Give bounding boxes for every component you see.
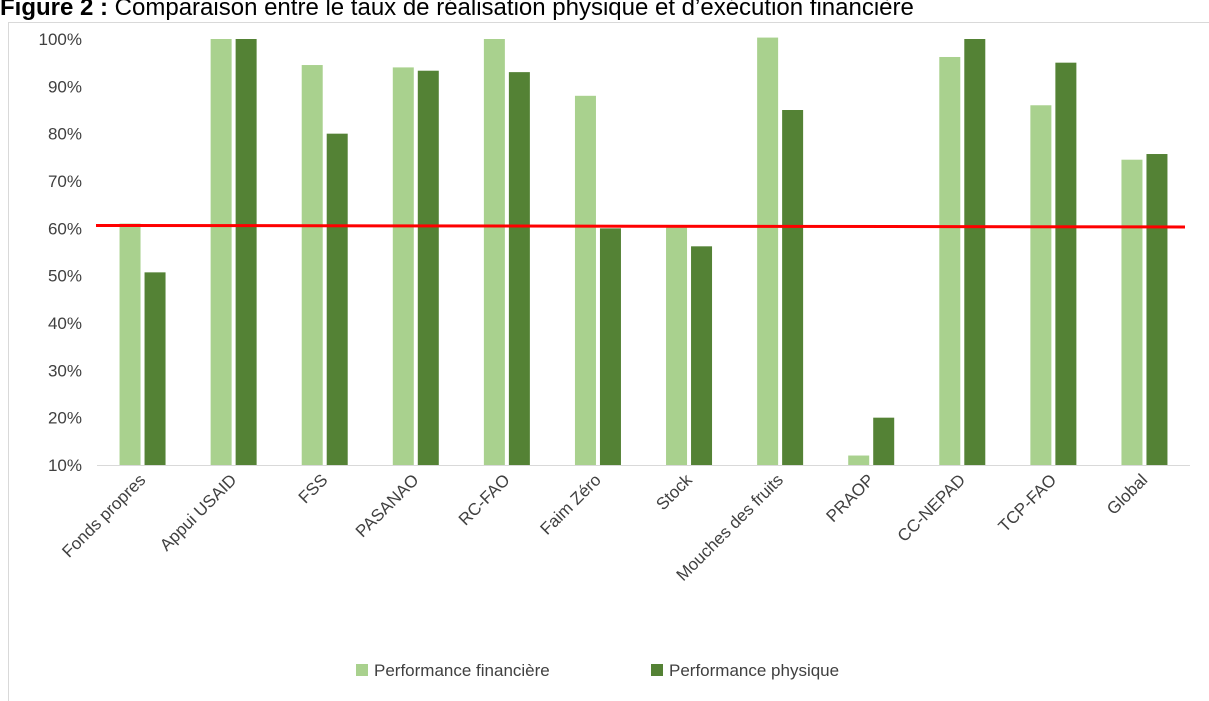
x-tick-label: PASANAO [352,470,423,541]
y-tick-label: 20% [48,409,82,428]
x-tick-label: Global [1103,470,1151,518]
bar-financiere [574,95,596,466]
bar-physique [599,228,621,465]
bar-financiere [666,225,688,465]
x-tick-label: TCP-FAO [995,470,1061,536]
bar-physique [873,417,895,465]
bar-physique [235,39,257,465]
bar-financiere [1030,105,1052,466]
bar-financiere [939,56,961,466]
y-tick-label: 80% [48,125,82,144]
y-tick-label: 100% [39,30,82,49]
bar-physique [326,133,348,465]
legend-label: Performance physique [669,661,839,680]
bar-physique [1055,62,1077,466]
x-tick-label: Fonds propres [58,470,149,561]
x-tick-label: Appui USAID [156,470,240,554]
bar-financiere [119,223,141,465]
y-tick-label: 30% [48,361,82,380]
bar-physique [782,110,804,465]
legend-swatch [356,664,368,676]
bar-financiere [1121,159,1143,465]
bar-physique [964,39,986,465]
y-tick-label: 70% [48,172,82,191]
bar-financiere [848,455,870,465]
x-tick-label: RC-FAO [455,470,514,529]
bar-physique [417,70,439,466]
figure-title-lead: Figure 2 : [0,0,109,21]
bar-financiere [392,67,414,466]
bar-physique [508,72,530,465]
bar-financiere [757,37,779,466]
bar-physique [691,246,713,465]
x-tick-label: FSS [295,470,332,507]
y-tick-label: 60% [48,219,82,238]
x-tick-label: CC-NEPAD [894,470,969,545]
y-tick-label: 10% [48,456,82,475]
bar-financiere [483,39,505,465]
y-tick-label: 90% [48,77,82,96]
reference-line [95,223,1186,229]
x-tick-label: PRAOP [823,470,879,526]
y-tick-label: 50% [48,267,82,286]
chart-area [8,22,1209,701]
bar-financiere [301,65,323,466]
legend-swatch [651,664,663,676]
legend-label: Performance financière [374,661,550,680]
bar-financiere [210,39,232,465]
figure-title-text: Comparaison entre le taux de réalisation… [108,0,914,21]
bar-physique [1146,154,1168,465]
y-tick-label: 40% [48,314,82,333]
x-tick-label: Stock [652,470,696,514]
x-tick-label: Faim Zéro [537,470,605,538]
figure-title: Figure 2 : Comparaison entre le taux de … [0,0,914,22]
bar-physique [144,272,166,465]
